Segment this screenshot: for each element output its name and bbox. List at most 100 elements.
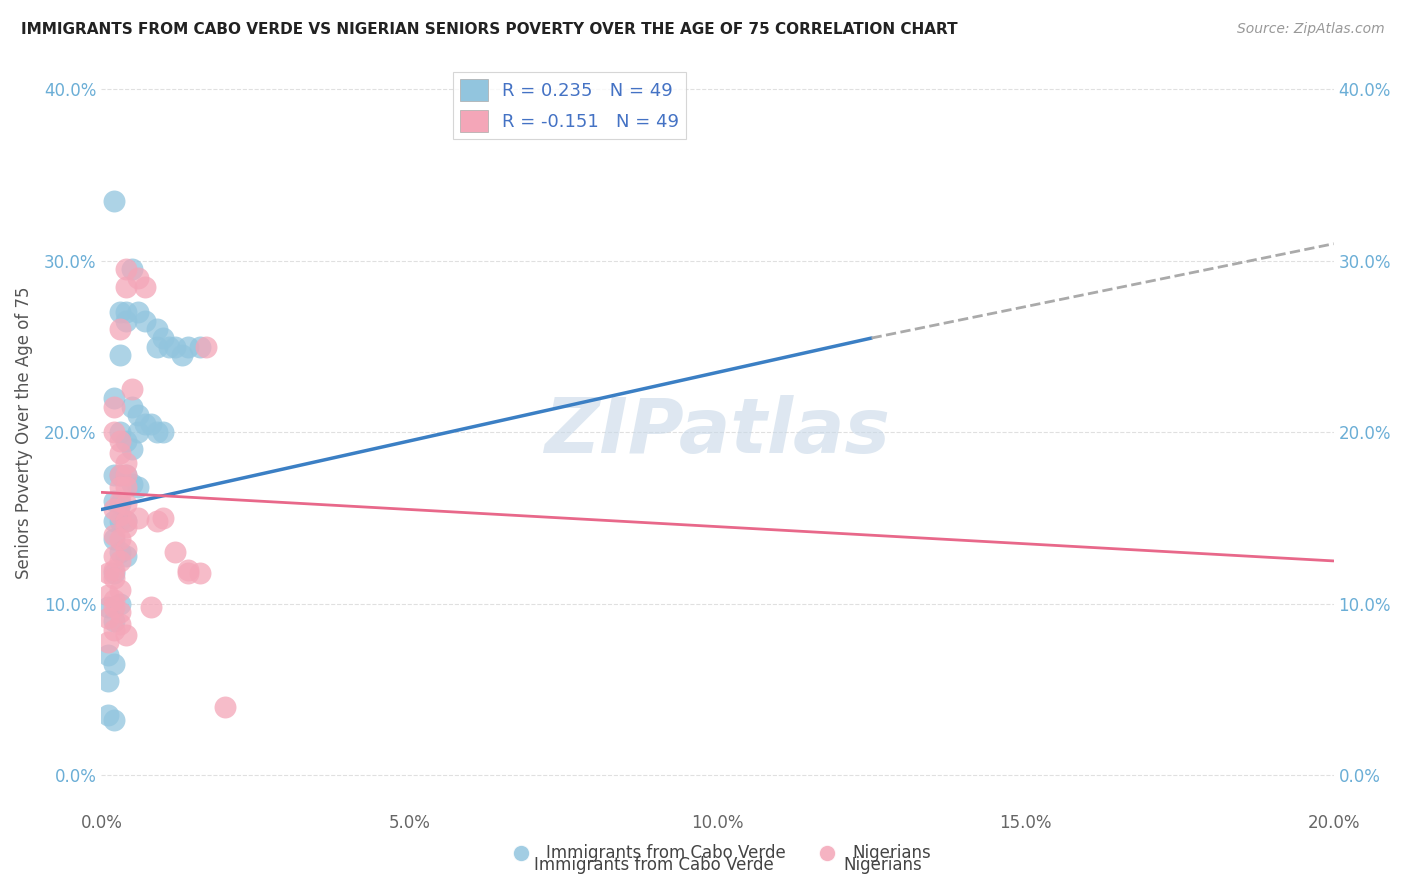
Point xyxy=(121,383,143,397)
Point xyxy=(139,600,162,615)
Point xyxy=(103,425,125,440)
Point xyxy=(165,340,187,354)
Point xyxy=(214,699,236,714)
Point xyxy=(146,425,169,440)
Point xyxy=(103,623,125,637)
Point xyxy=(121,476,143,491)
Point xyxy=(121,400,143,414)
Point xyxy=(103,494,125,508)
Point xyxy=(108,606,131,620)
Point xyxy=(103,600,125,615)
Point xyxy=(103,593,125,607)
Point xyxy=(103,391,125,405)
Point xyxy=(146,322,169,336)
Point xyxy=(115,434,138,448)
Point xyxy=(121,262,143,277)
Point xyxy=(195,340,218,354)
Point xyxy=(108,617,131,632)
Point xyxy=(115,541,138,556)
Legend: R = 0.235   N = 49, R = -0.151   N = 49: R = 0.235 N = 49, R = -0.151 N = 49 xyxy=(453,71,686,139)
Point xyxy=(115,549,138,563)
Point xyxy=(115,468,138,483)
Point xyxy=(108,446,131,460)
Point xyxy=(97,566,120,580)
Point xyxy=(103,515,125,529)
Point xyxy=(103,571,125,585)
Point xyxy=(115,468,138,483)
Point xyxy=(115,519,138,533)
Point xyxy=(97,708,120,723)
Point xyxy=(127,408,149,422)
Point xyxy=(108,322,131,336)
Point xyxy=(188,340,211,354)
Point xyxy=(152,331,174,345)
Point xyxy=(127,425,149,440)
Point xyxy=(108,554,131,568)
Point xyxy=(108,515,131,529)
Point xyxy=(127,480,149,494)
Text: ZIPatlas: ZIPatlas xyxy=(544,395,890,469)
Point xyxy=(97,610,120,624)
Point xyxy=(115,627,138,641)
Point xyxy=(177,566,200,580)
Point xyxy=(127,511,149,525)
Point xyxy=(97,648,120,663)
Point xyxy=(115,515,138,529)
Point xyxy=(108,532,131,546)
Y-axis label: Seniors Poverty Over the Age of 75: Seniors Poverty Over the Age of 75 xyxy=(15,286,32,579)
Point xyxy=(108,508,131,522)
Point xyxy=(103,562,125,576)
Point xyxy=(108,597,131,611)
Point xyxy=(152,511,174,525)
Point xyxy=(97,600,120,615)
Point xyxy=(146,515,169,529)
Point xyxy=(127,271,149,285)
Point xyxy=(103,502,125,516)
Point xyxy=(108,545,131,559)
Point xyxy=(103,468,125,483)
Point xyxy=(103,614,125,628)
Point xyxy=(115,262,138,277)
Point xyxy=(115,515,138,529)
Point xyxy=(103,532,125,546)
Point xyxy=(157,340,180,354)
Point xyxy=(108,583,131,598)
Point xyxy=(103,528,125,542)
Point xyxy=(103,194,125,208)
Point xyxy=(108,434,131,448)
Point xyxy=(127,305,149,319)
Point xyxy=(115,314,138,328)
Point xyxy=(103,400,125,414)
Point xyxy=(134,417,156,431)
Point xyxy=(103,549,125,563)
Point xyxy=(97,634,120,648)
Point xyxy=(121,442,143,457)
Point xyxy=(97,673,120,688)
Point xyxy=(134,314,156,328)
Point xyxy=(115,480,138,494)
Point xyxy=(108,348,131,362)
Point xyxy=(115,305,138,319)
Point xyxy=(97,588,120,602)
Point xyxy=(108,494,131,508)
Point xyxy=(108,468,131,483)
Point xyxy=(115,456,138,470)
Text: IMMIGRANTS FROM CABO VERDE VS NIGERIAN SENIORS POVERTY OVER THE AGE OF 75 CORREL: IMMIGRANTS FROM CABO VERDE VS NIGERIAN S… xyxy=(21,22,957,37)
Text: Nigerians: Nigerians xyxy=(844,855,922,873)
Point xyxy=(152,425,174,440)
Point xyxy=(134,279,156,293)
Point xyxy=(103,714,125,728)
Point xyxy=(108,425,131,440)
Point xyxy=(115,497,138,511)
Point xyxy=(165,545,187,559)
Point xyxy=(103,566,125,580)
Point xyxy=(177,562,200,576)
Point xyxy=(108,497,131,511)
Point xyxy=(139,417,162,431)
Text: Source: ZipAtlas.com: Source: ZipAtlas.com xyxy=(1237,22,1385,37)
Point xyxy=(108,480,131,494)
Point xyxy=(188,566,211,580)
Text: Immigrants from Cabo Verde: Immigrants from Cabo Verde xyxy=(534,855,775,873)
Point xyxy=(108,468,131,483)
Point xyxy=(170,348,193,362)
